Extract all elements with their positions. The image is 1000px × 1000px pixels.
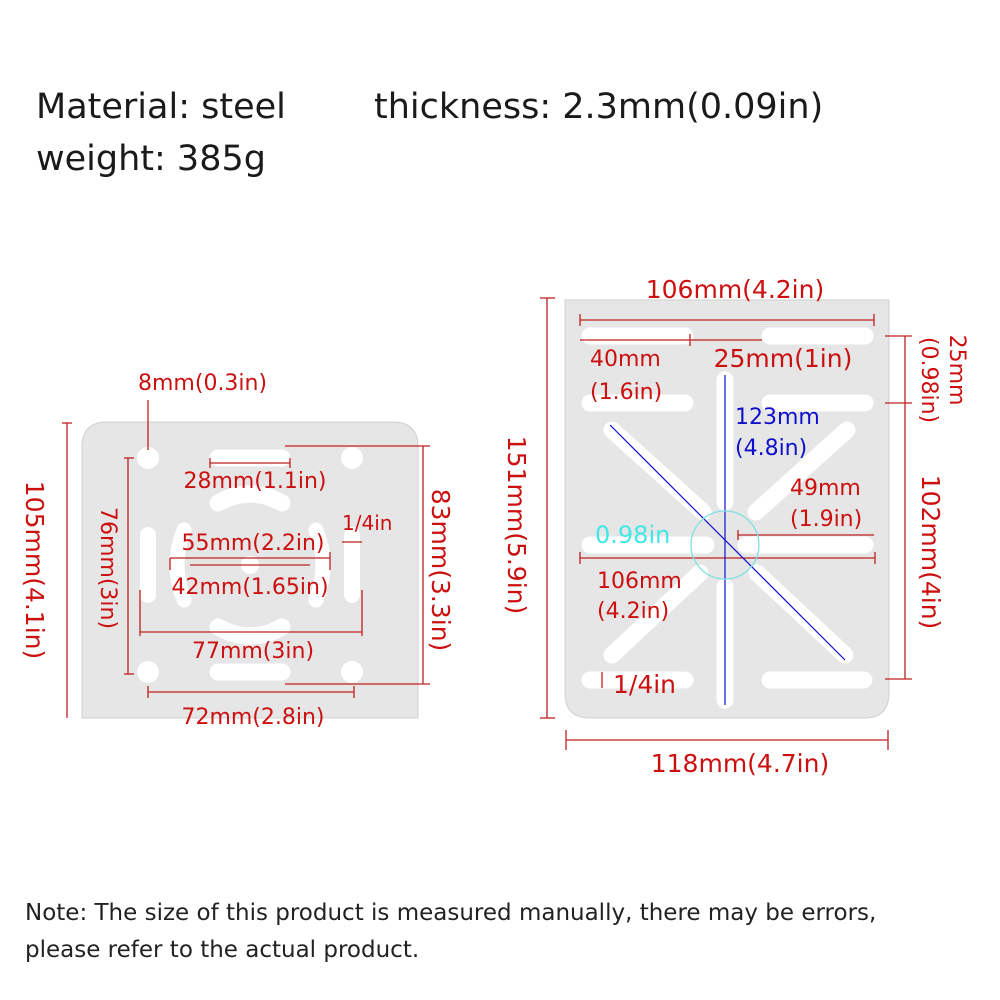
- slot-gap-label: 25mm(1in): [714, 344, 853, 373]
- diagonal-mm-label: 123mm: [735, 405, 820, 430]
- hole-diameter-label: 8mm(0.3in): [138, 371, 267, 396]
- top-slot-label: 28mm(1.1in): [183, 469, 326, 494]
- small-plate-height-label: 105mm(4.1in): [20, 481, 49, 659]
- middle-width-mm-label: 106mm: [597, 569, 682, 594]
- weight-label: weight: 385g: [36, 139, 266, 179]
- diagonal-in-label: (4.8in): [735, 436, 807, 461]
- material-label: Material: steel: [36, 87, 286, 127]
- center-circle: [690, 510, 760, 580]
- slot-rows-span-label: 102mm(4in): [916, 475, 945, 630]
- half-slot-in-label: (1.9in): [790, 507, 862, 532]
- outer-inner-span-label: 55mm(2.2in): [181, 531, 324, 556]
- slot-spacing-vertical-label: 83mm(3.3in): [426, 489, 455, 652]
- large-plate: [564, 299, 890, 719]
- outer-span-label: 77mm(3in): [192, 639, 314, 664]
- slot-length-in-label: (1.6in): [590, 380, 662, 405]
- middle-width-in-label: (4.2in): [597, 599, 669, 624]
- large-plate-width-label: 118mm(4.7in): [651, 749, 829, 778]
- slot-length-mm-label: 40mm: [590, 347, 661, 372]
- small-slot-width-label: 1/4in: [342, 511, 392, 535]
- note-line-1: Note: The size of this product is measur…: [25, 900, 876, 926]
- small-plate: [81, 421, 419, 719]
- center-circle-label: 0.98in: [595, 521, 670, 549]
- hole-spacing-horizontal-label: 72mm(2.8in): [181, 705, 324, 730]
- diagonal-line: [609, 424, 846, 661]
- inner-span-label: 42mm(1.65in): [171, 575, 328, 600]
- note-line-2: please refer to the actual product.: [25, 937, 419, 963]
- hole-spacing-vertical-label: 76mm(3in): [95, 507, 120, 629]
- thickness-label: thickness: 2.3mm(0.09in): [374, 87, 823, 127]
- half-slot-mm-label: 49mm: [790, 476, 861, 501]
- large-plate-dimension-lines: [540, 297, 912, 750]
- row-spacing-mm-label: 25mm: [944, 335, 969, 406]
- large-slot-width-label: 1/4in: [613, 670, 676, 699]
- large-plate-height-label: 151mm(5.9in): [502, 436, 531, 614]
- top-width-label: 106mm(4.2in): [646, 275, 824, 304]
- small-plate-dimension-lines: [62, 400, 430, 718]
- row-spacing-in-label: (0.98in): [916, 337, 941, 423]
